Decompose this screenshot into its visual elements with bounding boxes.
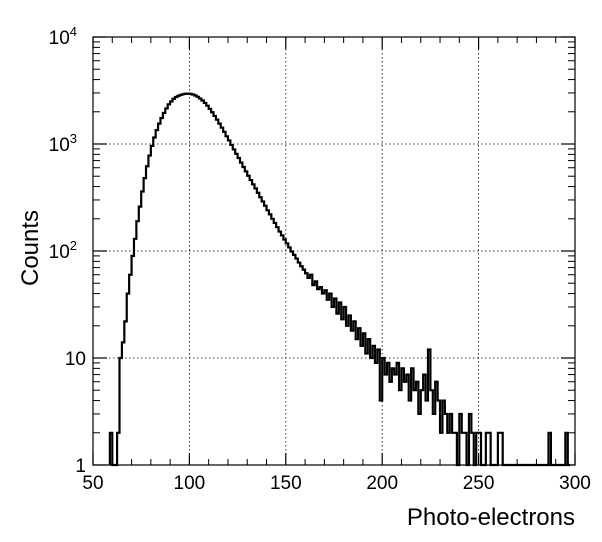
x-tick-label: 300 — [559, 473, 591, 494]
y-tick-label: 103 — [49, 131, 77, 156]
y-tick-label: 10 — [65, 349, 86, 370]
x-tick-labels: 50 100 150 200 250 300 — [82, 473, 590, 494]
axis-ticks — [92, 36, 576, 466]
histogram-series — [108, 92, 571, 467]
y-tick-labels: 1 10 102 103 104 — [49, 24, 86, 477]
x-tick-label: 200 — [366, 473, 398, 494]
x-axis-title: Photo-electrons — [407, 504, 575, 531]
x-tick-label: 150 — [270, 473, 302, 494]
y-tick-label: 1 — [75, 456, 86, 477]
y-tick-label: 102 — [49, 238, 77, 263]
x-tick-label: 100 — [174, 473, 206, 494]
x-tick-label: 250 — [463, 473, 495, 494]
y-tick-label: 104 — [49, 24, 77, 49]
x-tick-label: 50 — [82, 473, 103, 494]
y-axis-title: Counts — [17, 210, 44, 286]
